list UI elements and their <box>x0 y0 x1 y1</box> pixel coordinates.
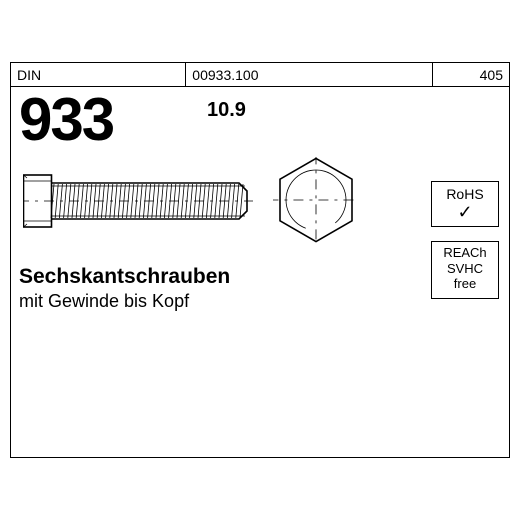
standard-number: 933 <box>19 85 113 154</box>
rohs-badge: RoHS ✓ <box>431 181 499 227</box>
header-row: DIN 00933.100 405 <box>11 63 509 87</box>
product-subtitle: mit Gewinde bis Kopf <box>19 291 189 312</box>
bolt-hex-front-view <box>273 157 359 243</box>
datasheet-canvas: DIN 00933.100 405 933 10.9 Sechskantschr… <box>0 0 520 520</box>
bolt-side-view <box>23 161 253 241</box>
reach-line1: REACh <box>434 245 496 261</box>
header-right: 405 <box>433 63 509 86</box>
reach-badge: REACh SVHC free <box>431 241 499 299</box>
reach-line3: free <box>434 276 496 292</box>
header-standard: DIN <box>11 63 186 86</box>
rohs-label: RoHS <box>434 186 496 203</box>
product-title: Sechskantschrauben <box>19 265 230 289</box>
strength-grade: 10.9 <box>207 99 246 122</box>
check-icon: ✓ <box>434 203 496 221</box>
reach-line2: SVHC <box>434 261 496 277</box>
header-code: 00933.100 <box>186 63 433 86</box>
main-frame: DIN 00933.100 405 933 10.9 Sechskantschr… <box>10 62 510 458</box>
